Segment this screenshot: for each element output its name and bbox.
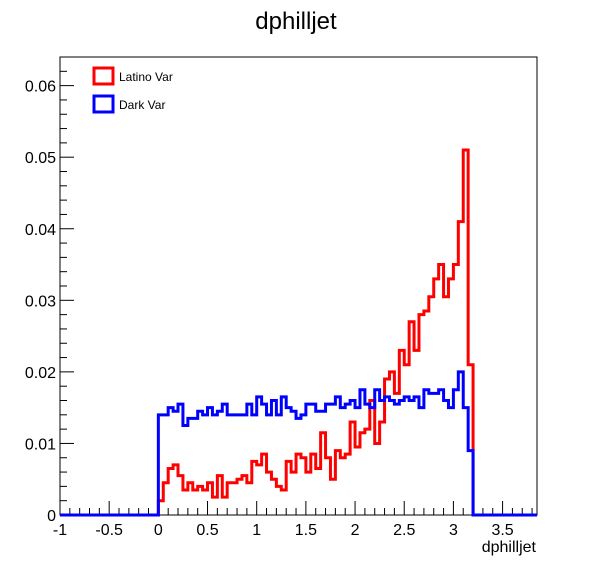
legend-label-latino-var: Latino Var — [119, 70, 173, 84]
y-tick-label: 0.02 — [25, 365, 56, 382]
y-tick-label: 0.03 — [25, 293, 56, 310]
series-line-dark-var — [60, 370, 537, 517]
series-group — [60, 148, 537, 517]
y-tick-label: 0 — [47, 508, 56, 525]
y-tick-label: 0.05 — [25, 150, 56, 167]
x-tick-label: 0 — [154, 522, 163, 539]
x-tick-label: 1 — [252, 522, 261, 539]
y-tick-label: 0.01 — [25, 436, 56, 453]
y-axis-ticks: 0 0.01 0.02 0.03 0.04 0.05 0.06 — [25, 56, 74, 525]
x-tick-label: 3 — [449, 522, 458, 539]
chart-title: dphilljet — [255, 8, 337, 35]
legend: Latino Var Dark Var — [92, 66, 173, 114]
y-tick-label: 0.06 — [25, 79, 56, 96]
plot-frame — [59, 56, 538, 516]
x-tick-label: 2.5 — [393, 522, 415, 539]
series-line-latino-var — [60, 148, 537, 517]
legend-label-dark-var: Dark Var — [119, 98, 165, 112]
x-tick-label: 0.5 — [196, 522, 218, 539]
x-axis-title: dphilljet — [482, 539, 537, 556]
legend-swatch-dark-var — [92, 94, 115, 114]
legend-swatch-latino-var — [92, 66, 115, 86]
x-tick-label: 2 — [351, 522, 360, 539]
x-tick-label: -0.5 — [95, 522, 123, 539]
x-tick-label: 1.5 — [295, 522, 317, 539]
x-tick-label: -1 — [53, 522, 67, 539]
y-tick-label: 0.04 — [25, 222, 56, 239]
x-tick-label: 3.5 — [491, 522, 513, 539]
x-axis-ticks: -1 -0.5 0 0.5 1 1.5 2 2.5 3 3.5 — [53, 501, 533, 539]
